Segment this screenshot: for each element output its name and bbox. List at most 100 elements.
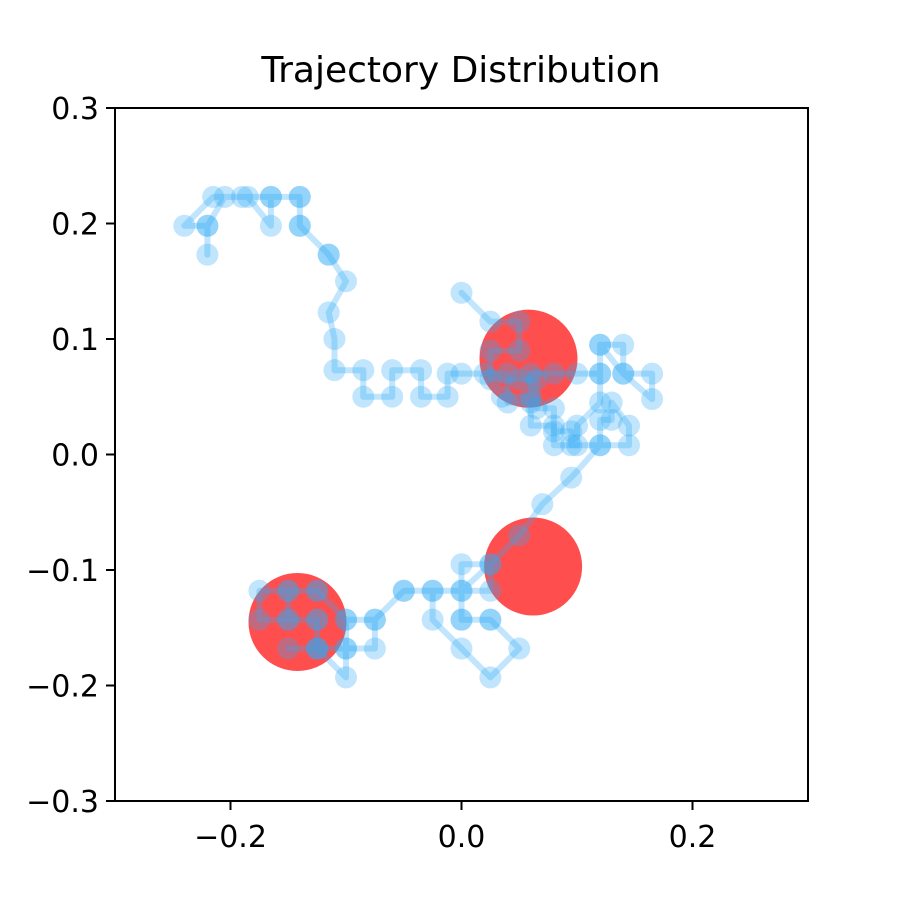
- trajectory-point: [617, 434, 640, 457]
- trajectory-point: [525, 368, 548, 391]
- trajectory-point: [450, 608, 473, 631]
- y-tick-label: −0.2: [26, 670, 99, 705]
- trajectory-point: [479, 368, 502, 391]
- plot-area: [173, 185, 664, 689]
- trajectory-point: [519, 385, 542, 408]
- trajectory-point: [213, 185, 236, 208]
- trajectory-point: [381, 385, 404, 408]
- axes: −0.2 0.0 0.2 −0.3 −0.2 −0.1 0.0 0.1 0.2 0.3: [26, 92, 716, 855]
- trajectory-point: [600, 391, 623, 414]
- trajectory-point: [560, 466, 583, 489]
- trajectory-point: [288, 185, 311, 208]
- trajectory-point: [589, 362, 612, 385]
- trajectory-point: [277, 608, 300, 631]
- trajectory-point: [589, 362, 612, 385]
- trajectory-point: [335, 270, 357, 293]
- x-tick-label: −0.2: [194, 820, 267, 855]
- trajectory-point: [363, 608, 386, 631]
- trajectory-point: [508, 339, 531, 362]
- trajectory-point: [335, 608, 357, 631]
- y-tick-label: 0.0: [51, 439, 99, 474]
- trajectory-point: [496, 391, 519, 414]
- trajectory-line: [256, 289, 632, 681]
- trajectory-point: [589, 434, 612, 457]
- trajectory-point: [392, 579, 415, 602]
- trajectory-point: [566, 434, 588, 457]
- trajectory-point: [560, 420, 583, 443]
- trajectory-point: [600, 408, 623, 431]
- trajectory-point: [450, 362, 473, 385]
- trajectory-point: [542, 397, 565, 420]
- trajectory-point: [542, 420, 565, 443]
- x-tick-label: 0.0: [438, 820, 486, 855]
- trajectory-point: [202, 185, 225, 208]
- trajectory-point: [306, 579, 329, 602]
- trajectory-point: [196, 214, 219, 237]
- trajectory-point: [589, 333, 612, 356]
- trajectory-point: [248, 579, 271, 602]
- trajectory-point: [612, 333, 635, 356]
- trajectory-point: [335, 666, 357, 689]
- trajectory-point: [479, 608, 502, 631]
- trajectory-point: [277, 637, 300, 660]
- trajectory-point: [508, 368, 531, 391]
- trajectory-point: [450, 579, 473, 602]
- trajectory-point: [525, 397, 548, 420]
- trajectory-point: [641, 388, 664, 411]
- trajectory-point: [173, 214, 196, 237]
- trajectory-point: [490, 385, 513, 408]
- trajectory-point: [542, 362, 565, 385]
- trajectory-point: [479, 553, 502, 576]
- trajectory-point: [306, 637, 329, 660]
- trajectory-point: [306, 608, 329, 631]
- trajectory-point: [473, 362, 496, 385]
- target-circle: [484, 517, 583, 616]
- y-tick-label: −0.3: [26, 785, 99, 820]
- trajectory-point: [410, 359, 433, 382]
- trajectory-point: [277, 579, 300, 602]
- trajectory-point: [508, 310, 531, 333]
- trajectory-point: [248, 608, 271, 631]
- trajectory-point: [566, 362, 588, 385]
- trajectory-point: [259, 185, 282, 208]
- trajectory-point: [323, 328, 346, 350]
- trajectory-point: [306, 637, 329, 660]
- trajectory-point: [612, 362, 635, 385]
- target-circle: [479, 309, 578, 408]
- trajectory-point: [542, 434, 565, 457]
- trajectory-point: [479, 579, 502, 602]
- trajectory-point: [421, 608, 444, 631]
- trajectory-point: [259, 185, 282, 208]
- trajectory-point: [421, 579, 444, 602]
- trajectory-point: [617, 414, 640, 437]
- trajectory-point: [196, 214, 219, 237]
- trajectory-line: [181, 193, 656, 449]
- trajectory-point: [317, 243, 340, 266]
- y-tick-label: 0.1: [51, 323, 99, 358]
- trajectory-point: [335, 608, 357, 631]
- trajectory-point: [317, 301, 340, 324]
- trajectory-point: [259, 214, 282, 237]
- trajectory-point: [566, 414, 588, 437]
- trajectory-point: [363, 637, 386, 660]
- trajectory-point: [231, 185, 254, 208]
- trajectory-point: [421, 579, 444, 602]
- trajectory-point: [306, 579, 329, 602]
- trajectory-point: [479, 608, 502, 631]
- trajectory-point: [519, 362, 542, 385]
- trajectory-point: [288, 214, 311, 237]
- trajectory-point: [288, 214, 311, 237]
- trajectory-point: [436, 362, 459, 385]
- trajectory-point: [352, 359, 375, 382]
- trajectory-point: [392, 579, 415, 602]
- trajectory-point: [589, 408, 612, 431]
- y-tick-label: 0.3: [51, 92, 99, 127]
- trajectory-point: [589, 434, 612, 457]
- trajectory-point: [196, 243, 219, 266]
- trajectory-point: [277, 608, 300, 631]
- trajectory-point: [306, 608, 329, 631]
- trajectory-point: [277, 579, 300, 602]
- trajectory-point: [363, 608, 386, 631]
- trajectory-point: [436, 385, 459, 408]
- trajectory-point: [542, 414, 565, 437]
